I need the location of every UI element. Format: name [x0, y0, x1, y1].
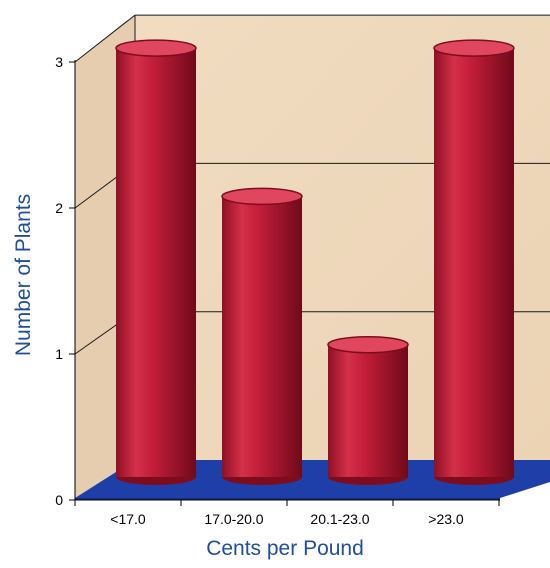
- bar-body: [328, 344, 408, 477]
- y-tick-label: 1: [55, 346, 63, 362]
- x-axis-title: Cents per Pound: [206, 537, 364, 560]
- bar-body: [116, 48, 196, 477]
- bar-body: [222, 196, 302, 477]
- bar: [115, 39, 197, 485]
- x-tick-label: >23.0: [428, 511, 464, 527]
- x-tick-label: 17.0-20.0: [204, 511, 263, 527]
- x-tick-label: 20.1-23.0: [310, 511, 369, 527]
- y-tick-label: 2: [55, 200, 63, 216]
- y-tick-label: 3: [55, 54, 63, 70]
- bar: [327, 335, 409, 485]
- bar-top: [115, 39, 197, 57]
- bar: [433, 39, 515, 485]
- bar-top: [327, 335, 409, 354]
- x-ticks: <17.0 17.0-20.0 20.1-23.0 >23.0: [74, 500, 500, 527]
- x-tick-label: <17.0: [110, 511, 146, 527]
- y-tick-label: 0: [55, 492, 63, 508]
- gridline-side: [74, 14, 136, 63]
- bar-body: [434, 48, 514, 477]
- bar-top: [433, 39, 515, 57]
- y-ticks: 0 1 2 3: [55, 54, 75, 508]
- bar: [221, 187, 303, 485]
- bars: [115, 39, 515, 485]
- bar-top: [221, 187, 303, 206]
- y-axis-title: Number of Plants: [12, 194, 35, 356]
